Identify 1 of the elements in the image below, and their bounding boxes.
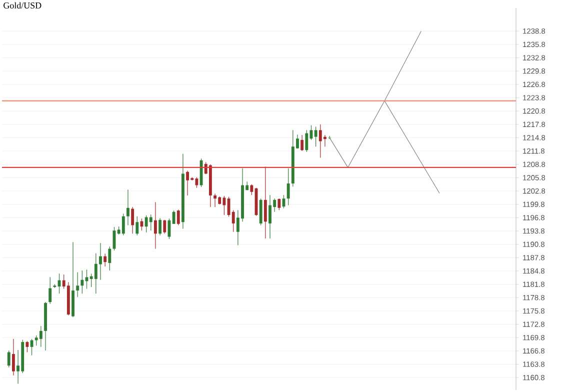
chart-title: Gold/USD [4, 2, 42, 9]
